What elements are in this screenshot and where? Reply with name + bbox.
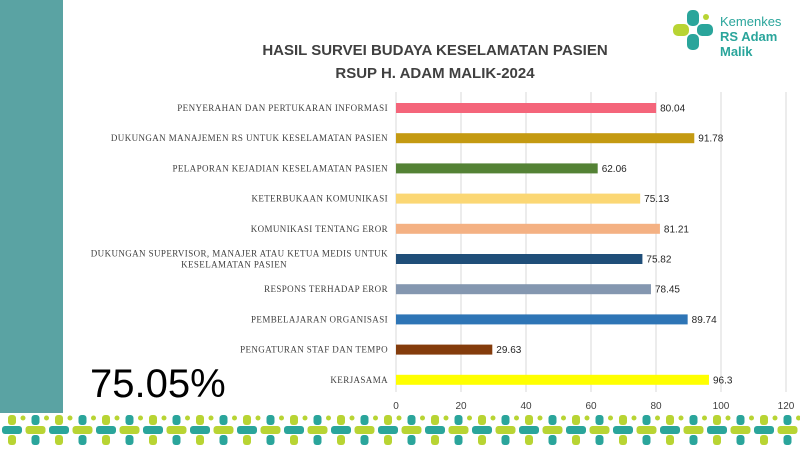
category-label: KETERBUKAAN KOMUNIKASI (251, 194, 388, 204)
pattern-motif (378, 415, 402, 445)
bar (396, 193, 641, 204)
pattern-motif (2, 415, 26, 445)
pattern-motif (777, 415, 800, 445)
pattern-motif (25, 415, 49, 445)
pattern-motif (96, 415, 120, 445)
pattern-motif (307, 415, 331, 445)
bar-value-label: 89.74 (692, 315, 717, 326)
left-sidebar-band (0, 0, 63, 450)
pattern-motif (401, 415, 425, 445)
category-label: DUKUNGAN SUPERVISOR, MANAJER ATAU KETUA … (91, 249, 388, 259)
pattern-motif (730, 415, 754, 445)
bar-value-label: 91.78 (698, 134, 723, 145)
bar-value-label: 96.3 (713, 375, 733, 386)
x-tick-label: 60 (585, 401, 597, 412)
x-tick-label: 120 (778, 401, 795, 412)
pattern-motif (49, 415, 73, 445)
decorative-pattern-strip (0, 413, 800, 450)
bar (396, 223, 660, 234)
pattern-motif (354, 415, 378, 445)
category-label: KOMUNIKASI TENTANG EROR (251, 224, 388, 234)
x-tick-label: 40 (520, 401, 532, 412)
pattern-motif (683, 415, 707, 445)
bar-value-label: 62.06 (602, 164, 627, 175)
bar (396, 254, 643, 264)
category-label: DUKUNGAN MANAJEMEN RS UNTUK KESELAMATAN … (111, 133, 388, 143)
pattern-motif (660, 415, 684, 445)
category-label: PENYERAHAN DAN PERTUKARAN INFORMASI (177, 103, 388, 113)
pattern-motif (754, 415, 778, 445)
logo-line1: Kemenkes (720, 14, 782, 29)
bar-chart: HASIL SURVEI BUDAYA KESELAMATAN PASIEN R… (91, 42, 795, 412)
kemenkes-logo-icon (673, 10, 713, 50)
bar (396, 103, 657, 113)
pattern-motif (542, 415, 566, 445)
pattern-motif (119, 415, 143, 445)
pattern-motif (495, 415, 519, 445)
pattern-motif (636, 415, 660, 445)
category-label: KERJASAMA (330, 375, 388, 385)
logo-line2: RS Adam Malik (720, 29, 778, 59)
pattern-motif (237, 415, 261, 445)
bar-value-label: 81.21 (664, 224, 689, 235)
bar (396, 163, 598, 174)
chart-title-line2: RSUP H. ADAM MALIK-2024 (335, 65, 535, 82)
category-label: PENGATURAN STAF DAN TEMPO (240, 345, 388, 355)
bar (396, 374, 709, 385)
bar (396, 284, 651, 295)
pattern-motif (190, 415, 214, 445)
category-label: PEMBELAJARAN ORGANISASI (251, 314, 388, 324)
x-tick-label: 0 (393, 401, 399, 412)
bar-value-label: 29.63 (496, 345, 521, 356)
pattern-motif (284, 415, 308, 445)
bar-value-label: 75.13 (644, 194, 669, 205)
pattern-motif (143, 415, 167, 445)
pattern-motif (707, 415, 731, 445)
pattern-motif (331, 415, 355, 445)
x-tick-label: 20 (455, 401, 467, 412)
pattern-motif (566, 415, 590, 445)
bar-value-label: 75.82 (646, 255, 671, 266)
pattern-motif (519, 415, 543, 445)
pattern-motif (589, 415, 613, 445)
pattern-motif (425, 415, 449, 445)
chart-title-line1: HASIL SURVEI BUDAYA KESELAMATAN PASIEN (262, 42, 607, 59)
pattern-motif (472, 415, 496, 445)
pattern-motif (613, 415, 637, 445)
pattern-motif (448, 415, 472, 445)
pattern-motif (260, 415, 284, 445)
x-tick-label: 80 (650, 401, 662, 412)
x-axis-ticks: 0 20 40 60 80 100 120 (393, 401, 795, 412)
kemenkes-logo: Kemenkes RS Adam Malik (672, 8, 800, 59)
bar-value-label: 78.45 (655, 285, 680, 296)
pattern-motif (166, 415, 190, 445)
bar-value-label: 80.04 (660, 104, 685, 115)
overall-score: 75.05% (90, 362, 226, 406)
category-label: RESPONS TERHADAP EROR (264, 284, 388, 294)
category-label: KESELAMATAN PASIEN (181, 260, 287, 270)
bar (396, 133, 695, 144)
bar (396, 344, 493, 355)
pattern-motif (72, 415, 96, 445)
bar (396, 314, 688, 325)
x-tick-label: 100 (713, 401, 730, 412)
pattern-motif (213, 415, 237, 445)
category-label: PELAPORAN KEJADIAN KESELAMATAN PASIEN (172, 163, 388, 173)
bars: 80.04 PENYERAHAN DAN PERTUKARAN INFORMASI… (91, 103, 733, 386)
